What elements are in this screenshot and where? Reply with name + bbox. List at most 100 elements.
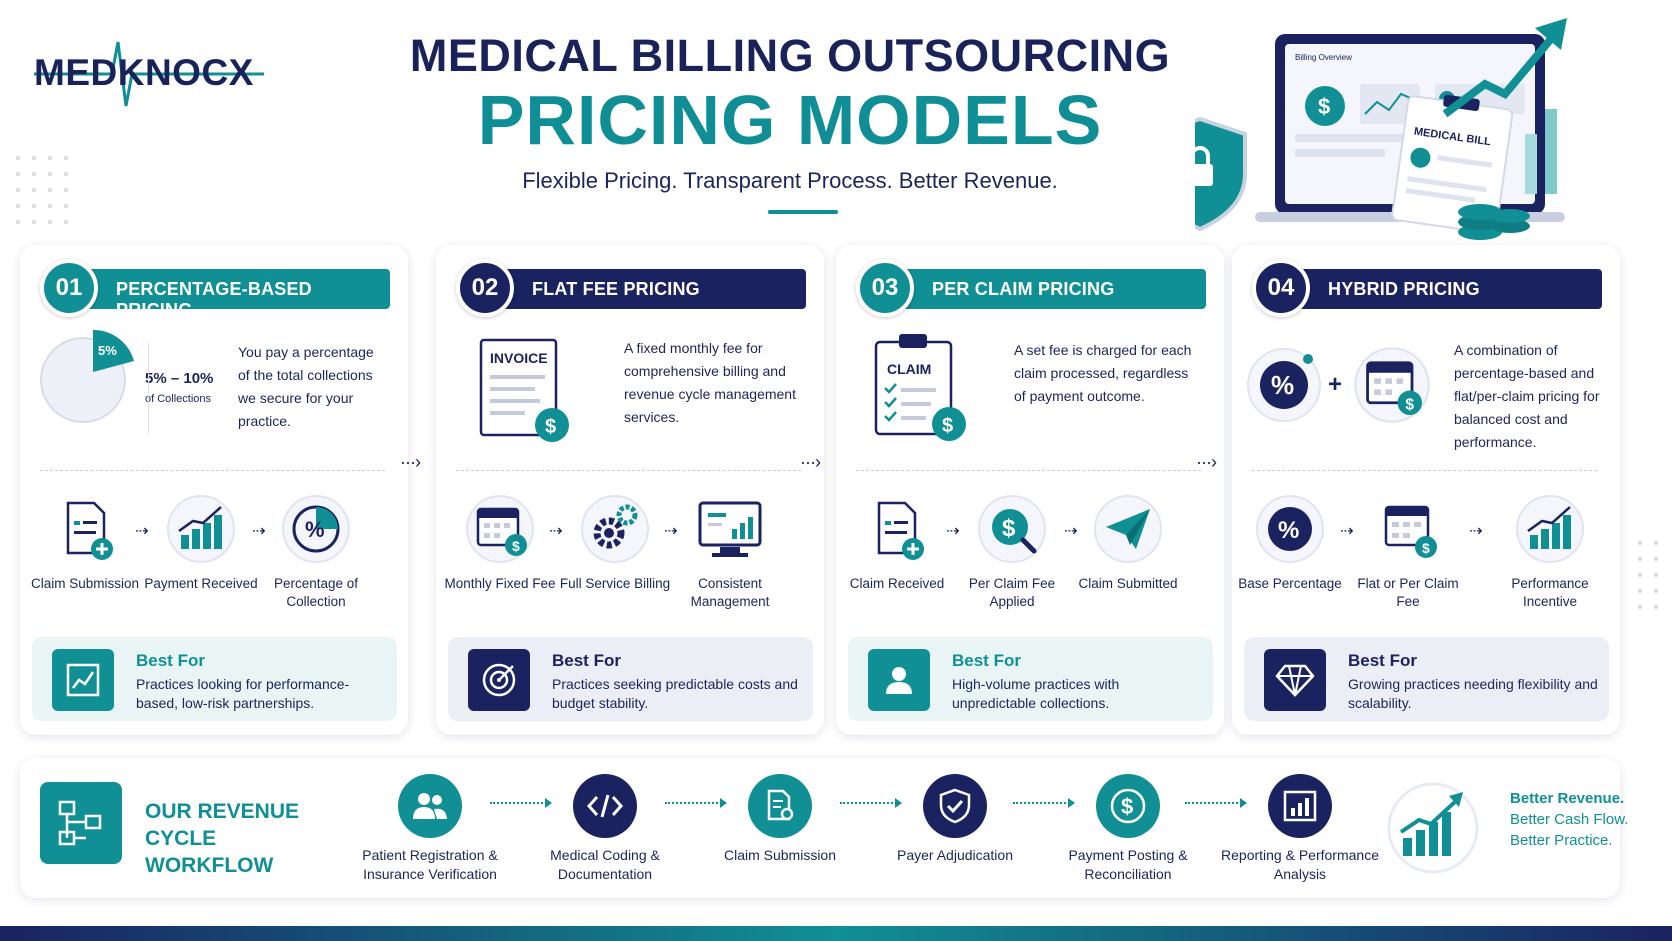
page-title-line1: MEDICAL BILLING OUTSOURCING	[409, 30, 1171, 81]
arrow-right-icon	[1013, 798, 1075, 808]
hero-illustration: Billing Overview $ MEDICAL BILL	[1153, 14, 1665, 254]
best-for-box: Best For Practices looking for performan…	[32, 637, 397, 721]
invoice-icon: INVOICE $	[479, 338, 569, 442]
card-title: PERCENTAGE-BASED PRICING	[116, 279, 312, 320]
best-for-title: Best For	[1348, 651, 1417, 670]
best-for-box: Best For Practices seeking predictable c…	[448, 637, 813, 721]
claim-label: CLAIM	[887, 361, 931, 377]
best-for-title: Best For	[552, 651, 621, 670]
growth-chart-icon	[1387, 782, 1479, 874]
pricing-card-flat-fee: 02 FLAT FEE PRICING INVOICE $ A fixed mo…	[436, 245, 824, 735]
calendar-dollar-icon: $	[1384, 505, 1437, 558]
document-plus-icon	[66, 501, 113, 560]
gears-icon	[581, 495, 649, 563]
svg-text:$: $	[512, 538, 520, 554]
document-plus-icon	[877, 501, 924, 560]
workflow-step: Claim Submission	[700, 774, 860, 865]
card-description: You pay a percentage of the total collec…	[238, 344, 374, 429]
card-number: 04	[1252, 259, 1310, 317]
invoice-label: INVOICE	[490, 350, 548, 366]
workflow-step: Payer Adjudication	[875, 774, 1035, 865]
svg-text:$: $	[1405, 396, 1414, 413]
user-icon	[868, 649, 930, 711]
card-title: HYBRID PRICING	[1328, 279, 1480, 299]
arrow-right-icon: ···›	[1196, 452, 1217, 472]
card-description: A fixed monthly fee for comprehensive bi…	[624, 340, 796, 425]
percent-icon: %	[282, 495, 350, 563]
svg-text:$: $	[1318, 94, 1330, 119]
flow-step-label: Performance Incentive	[1511, 576, 1589, 609]
flow-step-label: Full Service Billing	[559, 576, 671, 591]
flow-step-label: Consistent Management	[690, 576, 770, 609]
bar-growth-icon	[167, 495, 235, 563]
flow-step-label: Flat or Per Claim Fee	[1357, 576, 1459, 609]
title-divider	[768, 210, 838, 214]
best-for-desc: Practices seeking predictable costs and …	[552, 676, 798, 711]
card-header: 02 FLAT FEE PRICING	[456, 259, 806, 317]
target-icon	[468, 649, 530, 711]
arrow-right-icon	[490, 798, 552, 808]
card-header: 03 PER CLAIM PRICING	[856, 259, 1206, 317]
page-title-line2: PRICING MODELS	[477, 81, 1103, 159]
flow-step-label: Claim Submission	[30, 576, 140, 591]
flow-step-label: Percentage of Collection	[273, 576, 359, 609]
best-for-title: Best For	[952, 651, 1021, 670]
flow-step-label: Base Percentage	[1238, 576, 1342, 591]
card-description: A combination of percentage-based and fl…	[1454, 342, 1600, 450]
card-description: A set fee is charged for each claim proc…	[1014, 342, 1192, 404]
arrow-right-icon: ···›	[400, 452, 421, 472]
workflow-step: Medical Coding & Documentation	[525, 774, 685, 884]
arrow-right-icon	[840, 798, 902, 808]
svg-text:$: $	[1121, 794, 1133, 819]
outcome-text: Better Revenue.	[1510, 790, 1625, 807]
svg-text:$: $	[1002, 515, 1016, 542]
chart-board-icon	[52, 649, 114, 711]
pricing-card-per-claim: 03 PER CLAIM PRICING CLAIM $ A set fee i…	[836, 245, 1224, 735]
bar-growth-icon	[1516, 495, 1584, 563]
card-number: 03	[856, 259, 914, 317]
flow-step-label: Monthly Fixed Fee	[444, 576, 556, 591]
heartbeat-icon	[34, 41, 264, 107]
card-number: 01	[40, 259, 98, 317]
outcome-text: Better Cash Flow.	[1510, 811, 1629, 828]
users-icon	[398, 774, 462, 838]
brand-logo: MEDKNOCX	[34, 28, 264, 118]
pricing-card-percentage: 01 PERCENTAGE-BASED PRICING 5% 5% – 10% …	[20, 245, 408, 735]
arrow-right-icon: ···›	[800, 452, 821, 472]
pie-chart-icon: 5%	[40, 329, 134, 423]
best-for-box: Best For High-volume practices with unpr…	[848, 637, 1213, 721]
diamond-icon	[1264, 649, 1326, 711]
shield-check-icon	[923, 774, 987, 838]
logo-text: MEDKNOCX	[34, 52, 254, 93]
pricing-card-hybrid: 04 HYBRID PRICING % + $ A combination of…	[1232, 245, 1620, 735]
dollar-search-icon: $	[978, 495, 1046, 563]
page-subtitle: Flexible Pricing. Transparent Process. B…	[522, 168, 1058, 193]
svg-text:$: $	[942, 415, 953, 437]
calendar-dollar-icon: $	[466, 495, 534, 563]
footer-band	[0, 926, 1672, 941]
workflow-step: Reporting & Performance Analysis	[1220, 774, 1380, 884]
svg-text:$: $	[545, 416, 556, 438]
card-header: 01 PERCENTAGE-BASED PRICING	[40, 259, 390, 320]
svg-text:%: %	[305, 517, 325, 542]
arrow-right-icon	[1185, 798, 1247, 808]
percent-badge-icon: %	[1247, 348, 1321, 422]
code-icon	[573, 774, 637, 838]
card-title: PER CLAIM PRICING	[932, 279, 1115, 299]
outcome-text: Better Practice.	[1510, 832, 1613, 849]
decor-dots	[1632, 535, 1662, 615]
calendar-dollar-icon: $	[1354, 347, 1430, 423]
report-chart-icon	[1268, 774, 1332, 838]
percent-icon: %	[1256, 495, 1324, 563]
pie-pct-label: 5%	[98, 343, 117, 358]
best-for-desc: Practices looking for performance-based,…	[136, 676, 350, 711]
percent-range: 5% – 10%	[145, 370, 214, 387]
card-header: 04 HYBRID PRICING	[1252, 259, 1602, 317]
card-title: FLAT FEE PRICING	[532, 279, 700, 299]
best-for-box: Best For Growing practices needing flexi…	[1244, 637, 1609, 721]
hero-screen-title: Billing Overview	[1295, 53, 1352, 62]
document-search-icon	[748, 774, 812, 838]
flow-step-label: Payment Received	[144, 576, 258, 591]
svg-text:%: %	[1278, 517, 1299, 544]
monitor-chart-icon	[698, 501, 762, 557]
